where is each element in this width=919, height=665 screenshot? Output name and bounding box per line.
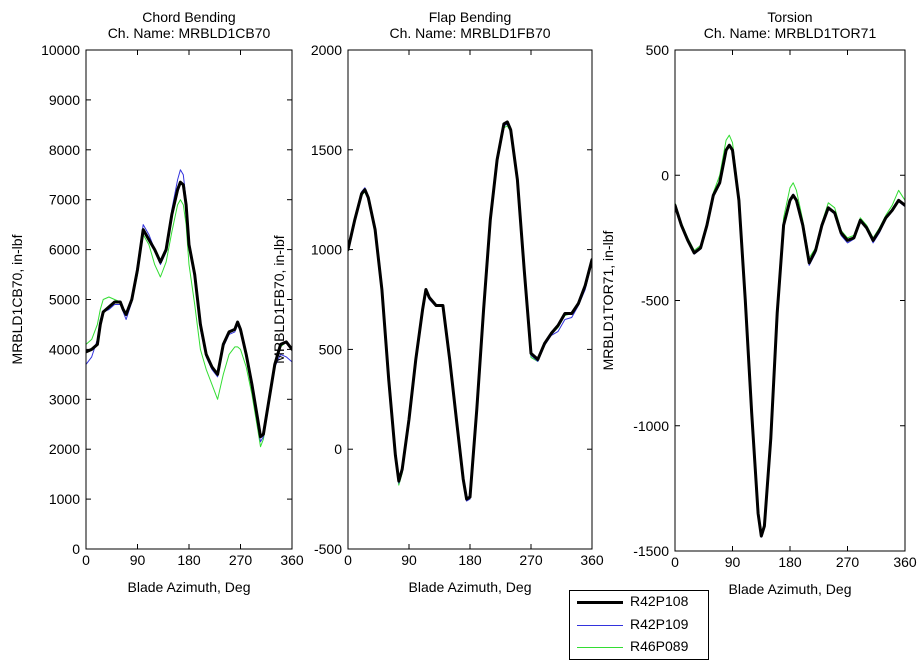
legend-entry-r46p089: R46P089 <box>570 637 708 657</box>
x-axis-label: Blade Azimuth, Deg <box>409 579 532 595</box>
chart-title: Flap Bending <box>429 9 512 25</box>
y-tick-label: 0 <box>72 541 80 557</box>
legend-label: R42P109 <box>630 616 689 632</box>
series-line-r46p089 <box>675 134 905 534</box>
plot-frame <box>674 49 906 552</box>
x-tick-label: 180 <box>778 554 802 570</box>
series-line-r42p109 <box>86 169 292 443</box>
y-tick-label: 6000 <box>49 242 80 258</box>
x-tick-label: 0 <box>344 552 352 568</box>
y-tick-label: 2000 <box>311 42 342 58</box>
y-tick-label: 0 <box>334 441 342 457</box>
x-tick-label: 360 <box>580 552 604 568</box>
x-axis-label: Blade Azimuth, Deg <box>128 579 251 595</box>
x-tick-label: 90 <box>130 552 146 568</box>
y-tick-label: 5000 <box>49 292 80 308</box>
chart-subtitle: Ch. Name: MRBLD1CB70 <box>108 25 271 41</box>
x-tick-label: 270 <box>836 554 860 570</box>
series-line-r42p108 <box>86 180 292 439</box>
legend-label: R46P089 <box>630 638 689 654</box>
chart-title: Chord Bending <box>142 9 235 25</box>
y-tick-label: 10000 <box>41 42 80 58</box>
series-group <box>675 134 905 538</box>
y-tick-label: 7000 <box>49 192 80 208</box>
y-axis-label: MRBLD1FB70, in-lbf <box>271 235 287 363</box>
y-tick-label: -500 <box>314 541 342 557</box>
x-tick-label: 90 <box>725 554 741 570</box>
y-tick-label: 4000 <box>49 341 80 357</box>
y-tick-label: 3000 <box>49 391 80 407</box>
x-tick-label: 180 <box>177 552 201 568</box>
x-tick-label: 0 <box>82 552 90 568</box>
plot-frame <box>347 49 593 550</box>
x-tick-label: 270 <box>519 552 543 568</box>
y-tick-label: 1000 <box>49 491 80 507</box>
x-axis-label: Blade Azimuth, Deg <box>729 581 852 597</box>
legend-swatch <box>577 647 623 648</box>
legend-entry-r42p108: R42P108 <box>570 592 708 612</box>
x-tick-label: 180 <box>458 552 482 568</box>
series-line-r42p108 <box>348 120 592 501</box>
chart-subtitle: Ch. Name: MRBLD1FB70 <box>389 25 550 41</box>
x-tick-label: 360 <box>893 554 917 570</box>
legend-swatch <box>577 625 623 626</box>
chart-subtitle: Ch. Name: MRBLD1TOR71 <box>704 25 877 41</box>
y-axis-label: MRBLD1TOR71, in-lbf <box>600 231 616 371</box>
legend-box: R42P108 R42P109 R46P089 <box>569 590 709 660</box>
legend-entry-r42p109: R42P109 <box>570 615 708 635</box>
y-axis-label: MRBLD1CB70, in-lbf <box>9 234 25 364</box>
chart-title: Torsion <box>767 9 812 25</box>
y-tick-label: 2000 <box>49 441 80 457</box>
series-group <box>86 169 292 448</box>
y-tick-label: 500 <box>319 341 343 357</box>
x-tick-label: 270 <box>229 552 253 568</box>
x-tick-label: 90 <box>401 552 417 568</box>
y-tick-label: 0 <box>661 167 669 183</box>
series-group <box>348 120 592 502</box>
x-tick-label: 0 <box>671 554 679 570</box>
y-tick-label: 500 <box>646 42 670 58</box>
y-tick-label: 1000 <box>311 242 342 258</box>
y-tick-label: -1500 <box>633 543 669 559</box>
y-tick-label: -1000 <box>633 418 669 434</box>
y-tick-label: 1500 <box>311 142 342 158</box>
legend-swatch <box>577 601 623 604</box>
y-tick-label: 8000 <box>49 142 80 158</box>
legend-label: R42P108 <box>630 593 689 609</box>
series-line-r42p108 <box>675 143 905 538</box>
plot-frame <box>85 49 293 550</box>
x-tick-label: 360 <box>280 552 304 568</box>
y-tick-label: -500 <box>641 293 669 309</box>
y-tick-label: 9000 <box>49 92 80 108</box>
